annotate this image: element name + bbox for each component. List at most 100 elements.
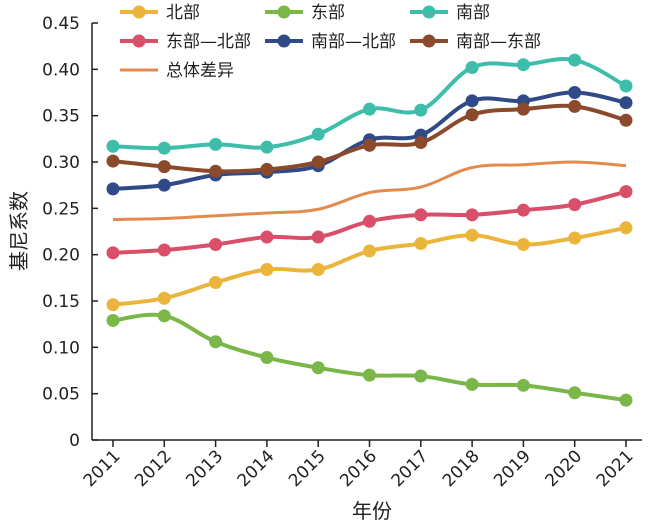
- legend-label: 南部—东部: [456, 32, 541, 52]
- series-6: [112, 160, 627, 221]
- data-point: [414, 208, 428, 222]
- x-tick-label: 2017: [388, 446, 433, 491]
- data-point: [465, 60, 479, 74]
- x-tick-label: 2019: [490, 446, 535, 491]
- data-point: [619, 113, 633, 127]
- series-1: [106, 309, 633, 407]
- data-point: [516, 237, 530, 251]
- y-tick-label: 0.15: [42, 292, 80, 312]
- data-point: [516, 378, 530, 392]
- data-point: [260, 162, 274, 176]
- series-line: [112, 160, 627, 221]
- x-tick-label: 2014: [234, 446, 279, 491]
- y-ticks: 0 0.05 0.10 0.15 0.20 0.25 0.30 0.35 0.40 0.45: [42, 14, 98, 451]
- legend-item: 南部: [410, 3, 490, 23]
- data-point: [157, 291, 171, 305]
- x-tick-label: 2011: [80, 446, 125, 491]
- data-point: [363, 138, 376, 152]
- x-tick-label: 2013: [182, 446, 227, 491]
- legend-label: 东部—北部: [166, 32, 251, 52]
- x-tick-label: 2012: [131, 446, 176, 491]
- data-point: [311, 230, 325, 244]
- x-tick-label: 2016: [336, 446, 381, 491]
- data-point: [568, 231, 582, 245]
- data-point: [106, 298, 120, 312]
- legend-label: 南部: [456, 3, 490, 23]
- legend-label: 东部: [311, 3, 345, 23]
- data-point: [619, 393, 633, 407]
- data-point: [414, 369, 428, 383]
- series-layer: [106, 53, 633, 407]
- legend-swatch-marker: [132, 34, 146, 48]
- axes: [91, 23, 642, 441]
- data-point: [157, 141, 171, 155]
- legend-item: 总体差异: [120, 61, 234, 81]
- series-5: [106, 99, 633, 178]
- legend-swatch-marker: [422, 5, 436, 19]
- y-tick-label: 0.40: [42, 60, 80, 80]
- data-point: [106, 182, 120, 196]
- data-point: [209, 275, 223, 289]
- x-tick-label: 2015: [285, 446, 330, 491]
- legend-swatch-marker: [132, 5, 146, 19]
- legend-item: 南部—东部: [410, 32, 541, 52]
- data-point: [209, 164, 223, 178]
- legend-label: 北部: [166, 3, 200, 23]
- data-point: [619, 79, 633, 93]
- data-point: [209, 335, 223, 349]
- data-point: [106, 139, 120, 153]
- data-point: [619, 96, 633, 110]
- data-point: [106, 313, 120, 327]
- data-point: [260, 140, 274, 154]
- y-tick-label: 0.30: [42, 153, 80, 173]
- data-point: [311, 262, 325, 276]
- data-point: [414, 136, 428, 150]
- data-point: [465, 94, 479, 108]
- data-point: [465, 108, 479, 122]
- data-point: [311, 127, 325, 141]
- legend-swatch-marker: [277, 5, 291, 19]
- data-point: [260, 230, 274, 244]
- data-point: [465, 228, 479, 242]
- data-point: [157, 309, 171, 323]
- data-point: [260, 262, 274, 276]
- data-point: [619, 221, 633, 235]
- data-point: [311, 361, 325, 375]
- y-tick-label: 0.20: [42, 246, 80, 266]
- x-tick-label: 2021: [593, 446, 638, 491]
- data-point: [516, 58, 530, 72]
- data-point: [363, 214, 376, 228]
- series-line: [112, 312, 627, 403]
- data-point: [363, 368, 376, 382]
- series-3: [106, 185, 633, 260]
- data-point: [465, 377, 479, 391]
- y-axis-title: 基尼系数: [7, 191, 31, 271]
- data-point: [363, 244, 376, 258]
- data-point: [260, 351, 274, 365]
- data-point: [568, 86, 582, 99]
- data-point: [157, 160, 171, 174]
- data-point: [568, 99, 582, 113]
- series-line: [112, 225, 627, 307]
- data-point: [414, 237, 428, 251]
- data-point: [157, 178, 171, 192]
- y-tick-label: 0.35: [42, 107, 80, 127]
- data-point: [209, 237, 223, 251]
- legend-item: 东部: [265, 3, 345, 23]
- y-tick-label: 0: [69, 431, 80, 451]
- x-axis-title: 年份: [352, 499, 392, 523]
- data-point: [311, 155, 325, 169]
- data-point: [106, 154, 120, 168]
- series-2: [106, 53, 633, 155]
- data-point: [106, 246, 120, 260]
- legend-label: 总体差异: [166, 61, 234, 81]
- series-0: [106, 221, 633, 312]
- y-tick-label: 0.45: [42, 14, 80, 34]
- data-point: [516, 203, 530, 217]
- data-point: [619, 185, 633, 199]
- data-point: [414, 103, 428, 117]
- y-tick-label: 0.25: [42, 199, 80, 219]
- x-tick-label: 2018: [439, 446, 484, 491]
